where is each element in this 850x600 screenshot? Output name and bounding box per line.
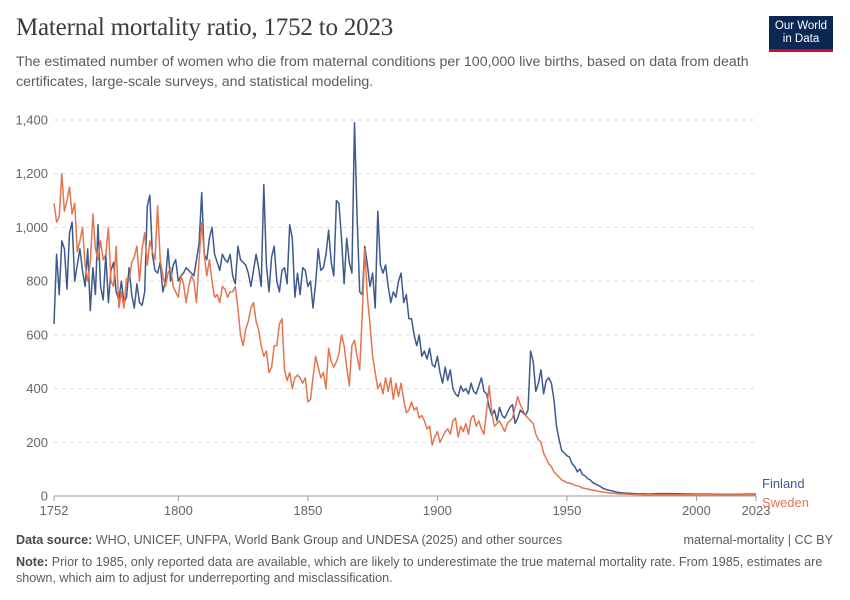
x-tick-label: 1900 (423, 503, 452, 518)
x-tick-label: 2000 (682, 503, 711, 518)
x-tick-label: 1752 (40, 503, 69, 518)
logo-line-2: in Data (782, 33, 820, 45)
x-tick-label: 2023 (742, 503, 771, 518)
chart-note: Note: Prior to 1985, only reported data … (16, 554, 831, 586)
series-line-sweden (53, 172, 756, 496)
owid-logo[interactable]: Our World in Data (769, 16, 833, 52)
note-text: Prior to 1985, only reported data are av… (16, 555, 823, 585)
license-link[interactable]: maternal-mortality | CC BY (683, 533, 833, 547)
y-tick-label: 400 (26, 381, 48, 396)
y-tick-label: 1,200 (15, 166, 48, 181)
y-tick-label: 200 (26, 435, 48, 450)
logo-line-1: Our World (774, 20, 828, 32)
series-label-sweden: Sweden (762, 495, 809, 510)
data-source-text: WHO, UNICEF, UNFPA, World Bank Group and… (95, 533, 563, 547)
x-tick-label: 1950 (552, 503, 581, 518)
note-label: Note: (16, 555, 49, 569)
chart-title: Maternal mortality ratio, 1752 to 2023 (16, 14, 394, 41)
series-label-finland: Finland (762, 476, 805, 491)
x-tick-label: 1850 (293, 503, 322, 518)
series-line-finland (53, 121, 756, 496)
x-tick-label: 1800 (164, 503, 193, 518)
y-tick-label: 600 (26, 327, 48, 342)
y-tick-label: 800 (26, 274, 48, 289)
y-tick-label: 1,000 (15, 220, 48, 235)
y-tick-label: 1,400 (15, 113, 48, 128)
chart-subtitle: The estimated number of women who die fr… (16, 54, 749, 90)
data-source: Data source: WHO, UNICEF, UNFPA, World B… (16, 533, 562, 547)
data-source-label: Data source: (16, 533, 93, 547)
y-tick-label: 0 (41, 489, 48, 504)
